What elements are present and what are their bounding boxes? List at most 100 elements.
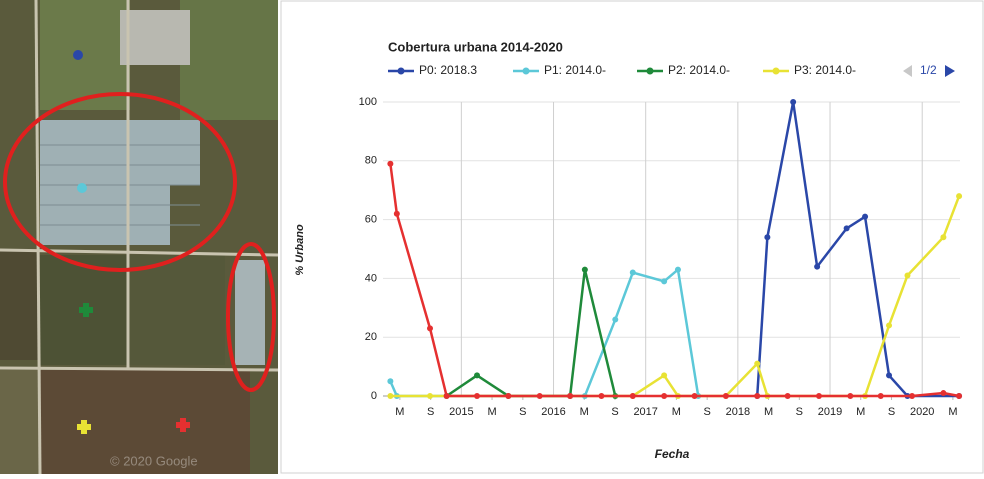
point-marker <box>77 183 87 193</box>
x-tick-label: S <box>796 406 803 418</box>
x-tick-label: M <box>948 406 957 418</box>
data-point <box>629 269 636 276</box>
data-point <box>764 234 771 241</box>
satellite-map: © 2020 Google <box>0 0 279 475</box>
x-tick-label: M <box>580 406 589 418</box>
greenhouse-rows <box>40 144 200 226</box>
data-point <box>722 393 729 399</box>
legend-label: P0: 2018.3 <box>419 63 477 77</box>
legend-swatch <box>646 67 654 75</box>
field <box>40 0 130 110</box>
legend-label: P3: 2014.0- <box>794 63 856 77</box>
x-tick-label: S <box>888 406 895 418</box>
building <box>120 10 190 65</box>
point-marker <box>77 420 91 434</box>
data-point <box>691 393 698 399</box>
x-tick-label: 2020 <box>910 406 934 418</box>
y-tick-label: 60 <box>365 214 377 226</box>
legend-swatch <box>772 67 780 75</box>
data-point <box>847 393 854 399</box>
field <box>40 370 250 474</box>
data-point <box>940 234 947 241</box>
legend-label: P1: 2014.0- <box>544 63 606 77</box>
data-point <box>505 393 512 399</box>
x-tick-label: 2016 <box>541 406 565 418</box>
data-point <box>661 278 668 285</box>
x-tick-label: M <box>764 406 773 418</box>
y-tick-label: 100 <box>359 96 377 108</box>
data-point <box>387 393 394 399</box>
x-tick-label: M <box>672 406 681 418</box>
data-point <box>877 393 884 399</box>
y-axis-title: % Urbano <box>294 224 306 276</box>
chart-title: Cobertura urbana 2014-2020 <box>388 39 563 54</box>
x-axis-title: Fecha <box>655 447 690 461</box>
data-point <box>661 393 668 399</box>
data-point <box>815 393 822 399</box>
pager-prev[interactable] <box>903 65 912 77</box>
field <box>170 185 205 245</box>
data-point <box>904 272 911 279</box>
data-point <box>387 160 394 167</box>
point-marker <box>79 303 93 317</box>
map-attribution: © 2020 Google <box>110 453 198 468</box>
y-tick-label: 80 <box>365 155 377 167</box>
pager-next[interactable] <box>945 65 955 77</box>
data-point <box>674 266 681 273</box>
field <box>0 370 40 474</box>
x-tick-label: M <box>395 406 404 418</box>
data-point <box>629 393 636 399</box>
x-tick-label: S <box>519 406 526 418</box>
data-point <box>393 210 400 217</box>
data-point <box>886 322 893 329</box>
data-point <box>956 393 963 399</box>
data-point <box>754 393 761 399</box>
data-point <box>784 393 791 399</box>
data-point <box>909 393 916 399</box>
x-tick-label: M <box>856 406 865 418</box>
point-marker <box>176 418 190 432</box>
data-point <box>387 378 394 385</box>
x-tick-label: 2018 <box>726 406 750 418</box>
data-point <box>661 372 668 379</box>
y-tick-label: 0 <box>371 390 377 402</box>
data-point <box>940 390 947 397</box>
data-point <box>536 393 543 399</box>
point-marker <box>73 50 83 60</box>
data-point <box>598 393 605 399</box>
data-point <box>956 193 963 200</box>
x-tick-label: 2019 <box>818 406 842 418</box>
greenhouses <box>235 260 265 365</box>
data-point <box>814 263 821 270</box>
data-point <box>612 316 619 323</box>
data-point <box>474 393 481 399</box>
pager-label: 1/2 <box>920 63 937 77</box>
data-point <box>427 325 434 332</box>
x-tick-label: 2015 <box>449 406 473 418</box>
field <box>180 0 278 120</box>
legend-swatch <box>397 67 405 75</box>
highlight-ellipse <box>226 242 276 392</box>
y-tick-label: 20 <box>365 331 377 343</box>
y-tick-label: 40 <box>365 272 377 284</box>
field <box>130 255 225 365</box>
data-point <box>790 99 797 105</box>
data-point <box>886 372 893 379</box>
x-tick-label: S <box>427 406 434 418</box>
data-point <box>474 372 481 379</box>
data-point <box>754 360 761 367</box>
data-point <box>862 213 869 220</box>
x-tick-label: S <box>703 406 710 418</box>
data-point <box>427 393 434 399</box>
x-tick-label: S <box>611 406 618 418</box>
data-point <box>443 393 450 399</box>
chart-panel <box>280 0 984 474</box>
x-tick-label: M <box>487 406 496 418</box>
legend-swatch <box>522 67 530 75</box>
field <box>0 250 40 360</box>
highlight-ellipse <box>3 92 237 272</box>
data-point <box>843 225 850 232</box>
x-tick-label: 2017 <box>633 406 657 418</box>
data-point <box>567 393 574 399</box>
